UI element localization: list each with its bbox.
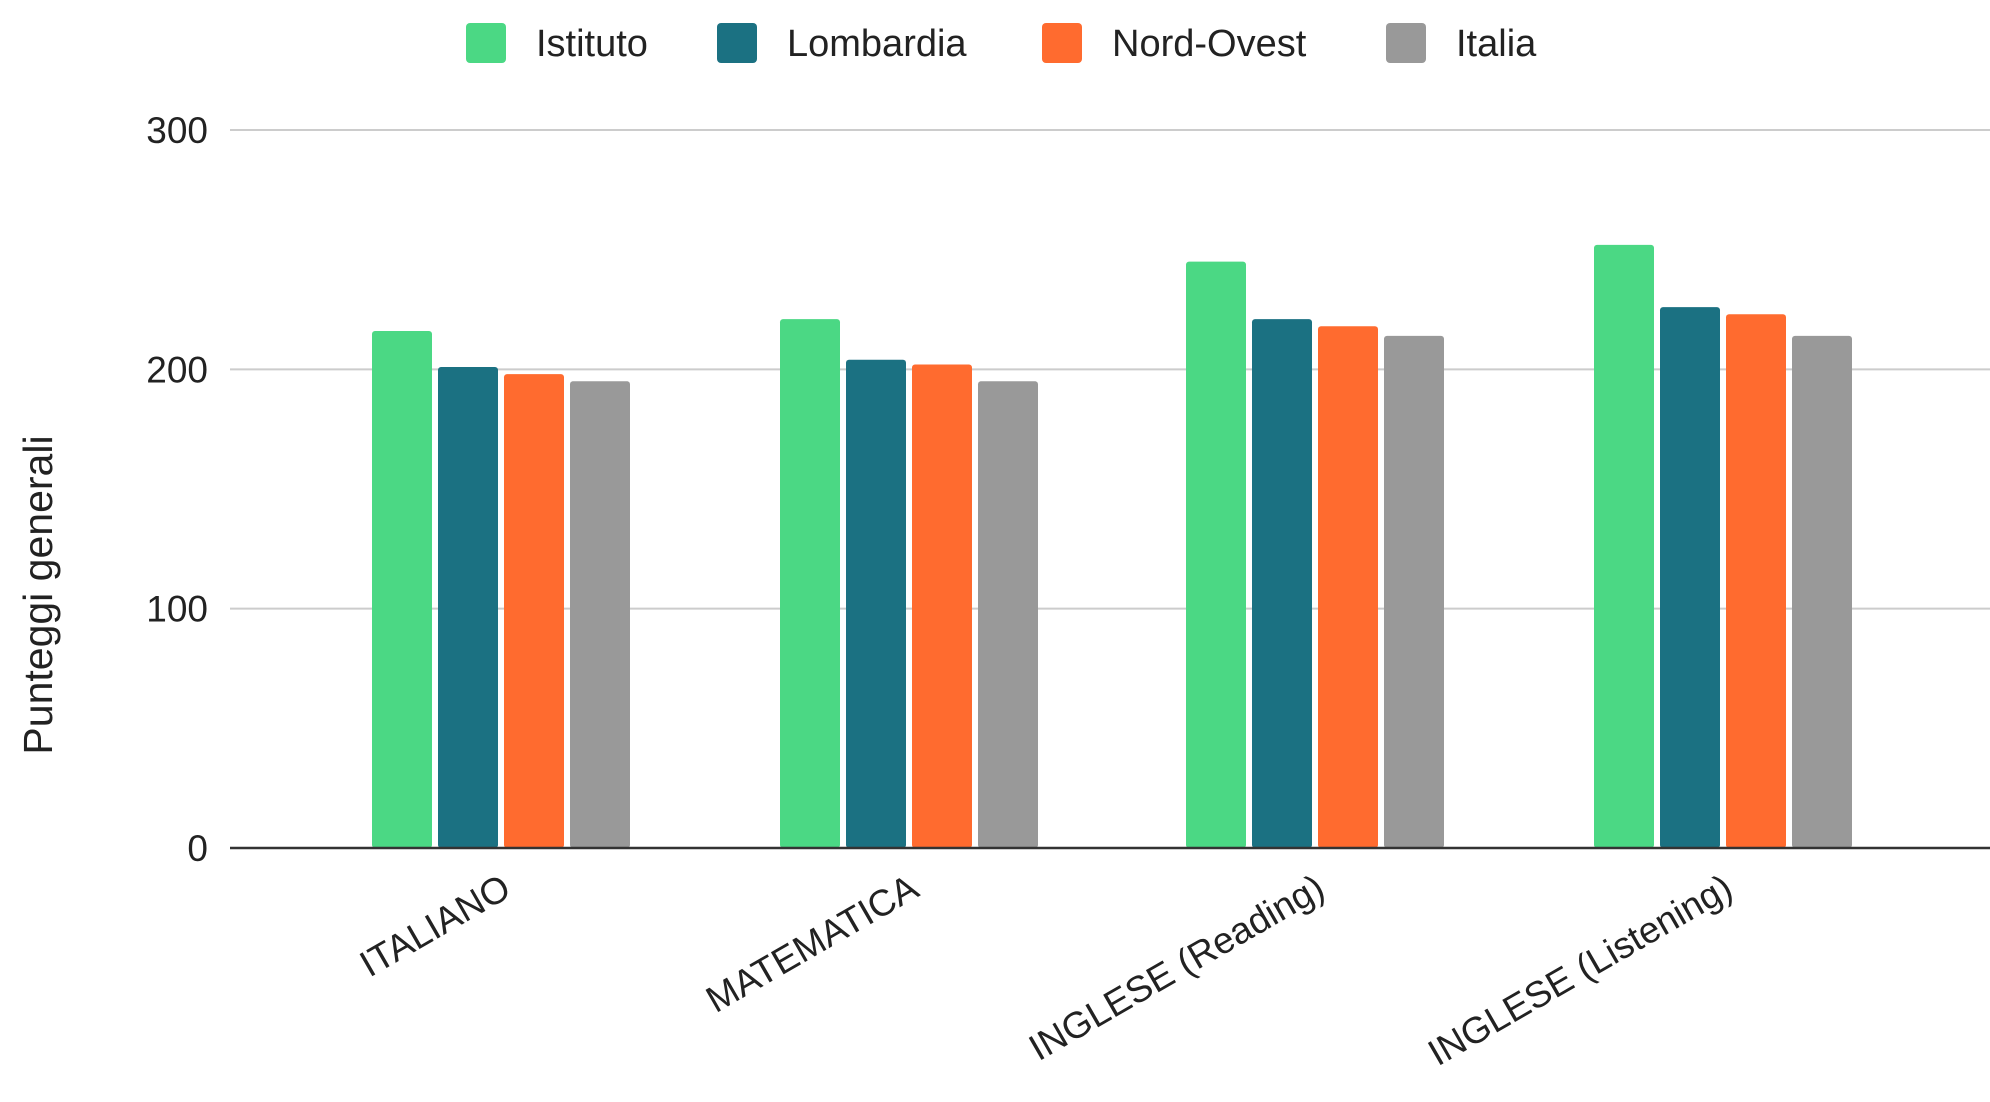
bar-nord-ovest-0 bbox=[504, 374, 564, 848]
y-tick-label: 200 bbox=[146, 349, 208, 390]
x-category-label: MATEMATICA bbox=[699, 866, 925, 1020]
bar-nord-ovest-3 bbox=[1726, 314, 1786, 849]
bar-italia-1 bbox=[978, 381, 1038, 848]
bar-istituto-3 bbox=[1594, 244, 1654, 848]
legend-swatch bbox=[466, 23, 506, 63]
x-category-label: INGLESE (Reading) bbox=[1022, 866, 1331, 1068]
legend-label: Italia bbox=[1456, 23, 1537, 65]
bar-italia-3 bbox=[1792, 335, 1852, 848]
legend-label: Nord-Ovest bbox=[1112, 23, 1307, 65]
x-category-label: ITALIANO bbox=[353, 866, 517, 984]
legend-swatch bbox=[717, 23, 757, 63]
bar-nord-ovest-1 bbox=[912, 364, 972, 848]
x-axis-category-labels: ITALIANO MATEMATICA INGLESE (Reading) INGLE… bbox=[353, 866, 1739, 1073]
bar-lombardia-0 bbox=[438, 366, 498, 848]
y-tick-label: 100 bbox=[146, 589, 208, 630]
legend: Istituto Lombardia Nord-Ovest Italia bbox=[466, 23, 1537, 65]
bars bbox=[372, 244, 1852, 849]
bar-lombardia-2 bbox=[1252, 319, 1312, 848]
x-category-label: INGLESE (Listening) bbox=[1421, 866, 1739, 1073]
legend-label: Lombardia bbox=[787, 23, 967, 65]
legend-swatch bbox=[1386, 23, 1426, 63]
legend-swatch bbox=[1042, 23, 1082, 63]
y-tick-label: 0 bbox=[187, 828, 208, 869]
bar-italia-2 bbox=[1384, 335, 1444, 848]
y-axis-ticks: 0 100 200 300 bbox=[146, 110, 208, 869]
bar-lombardia-3 bbox=[1660, 307, 1720, 848]
bar-nord-ovest-2 bbox=[1318, 326, 1378, 849]
bar-istituto-0 bbox=[372, 331, 432, 848]
y-axis-title: Punteggi generali bbox=[15, 435, 61, 754]
bar-istituto-1 bbox=[780, 319, 840, 848]
legend-label: Istituto bbox=[536, 23, 648, 65]
bar-lombardia-1 bbox=[846, 359, 906, 848]
bar-italia-0 bbox=[570, 381, 630, 848]
y-tick-label: 300 bbox=[146, 110, 208, 151]
bar-istituto-2 bbox=[1186, 261, 1246, 849]
